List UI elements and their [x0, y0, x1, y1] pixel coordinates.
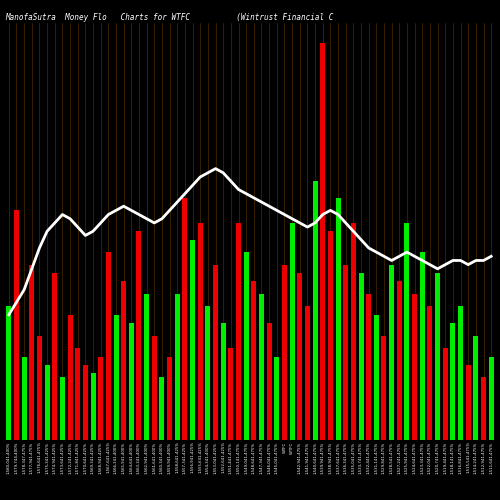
Bar [266, 323, 272, 440]
Bar [198, 223, 202, 440]
Bar [428, 306, 432, 440]
Bar [6, 306, 12, 440]
Bar [305, 306, 310, 440]
Bar [374, 315, 379, 440]
Bar [30, 264, 35, 440]
Bar [52, 273, 58, 440]
Bar [290, 223, 294, 440]
Bar [75, 348, 80, 440]
Bar [358, 273, 364, 440]
Bar [474, 336, 478, 440]
Bar [397, 282, 402, 440]
Bar [190, 240, 195, 440]
Bar [466, 365, 470, 440]
Bar [458, 306, 463, 440]
Bar [366, 294, 371, 440]
Bar [382, 336, 386, 440]
Bar [228, 348, 234, 440]
Bar [68, 315, 72, 440]
Bar [259, 294, 264, 440]
Bar [182, 198, 188, 440]
Bar [152, 336, 157, 440]
Bar [450, 323, 456, 440]
Bar [244, 252, 248, 440]
Bar [252, 282, 256, 440]
Bar [83, 365, 88, 440]
Bar [213, 264, 218, 440]
Bar [206, 306, 210, 440]
Bar [167, 356, 172, 440]
Bar [114, 315, 118, 440]
Bar [298, 273, 302, 440]
Text: ManofaSutra  Money Flo   Charts for WTFC          (Wintrust Financial C: ManofaSutra Money Flo Charts for WTFC (W… [5, 12, 334, 22]
Bar [320, 44, 325, 440]
Bar [328, 231, 333, 440]
Bar [282, 264, 287, 440]
Bar [274, 356, 280, 440]
Bar [435, 273, 440, 440]
Bar [343, 264, 348, 440]
Bar [488, 356, 494, 440]
Bar [336, 198, 340, 440]
Bar [22, 356, 26, 440]
Bar [136, 231, 141, 440]
Bar [236, 223, 241, 440]
Bar [44, 365, 50, 440]
Bar [60, 378, 65, 440]
Bar [90, 373, 96, 440]
Bar [404, 223, 409, 440]
Bar [420, 252, 425, 440]
Bar [106, 252, 111, 440]
Bar [351, 223, 356, 440]
Bar [14, 210, 19, 440]
Bar [144, 294, 149, 440]
Bar [481, 378, 486, 440]
Bar [175, 294, 180, 440]
Bar [98, 356, 103, 440]
Bar [160, 378, 164, 440]
Bar [442, 348, 448, 440]
Bar [129, 323, 134, 440]
Bar [220, 323, 226, 440]
Bar [412, 294, 417, 440]
Bar [121, 282, 126, 440]
Bar [312, 181, 318, 440]
Bar [37, 336, 42, 440]
Bar [389, 264, 394, 440]
